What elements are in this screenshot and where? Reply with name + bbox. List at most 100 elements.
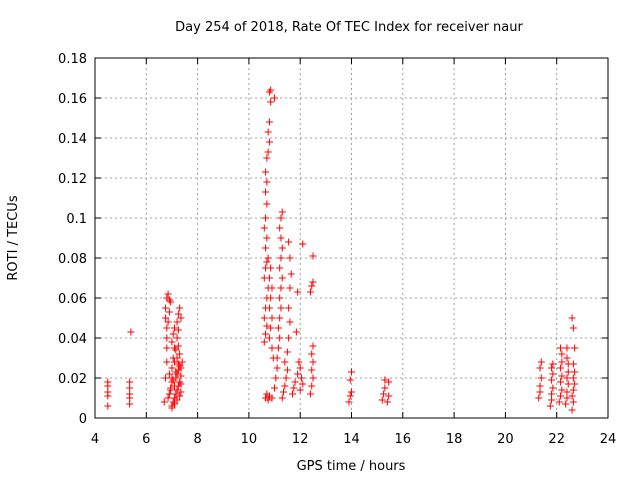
data-point [536, 388, 544, 396]
data-point [276, 334, 284, 342]
data-point [173, 354, 181, 362]
data-point [380, 390, 388, 398]
data-point [262, 244, 270, 252]
x-tick-label: 8 [193, 432, 201, 447]
data-point [381, 384, 389, 392]
data-point [345, 398, 353, 406]
data-point [348, 388, 355, 396]
data-point [168, 364, 176, 372]
data-point [292, 328, 300, 336]
data-point [267, 98, 275, 106]
data-point [286, 318, 294, 326]
data-point [277, 214, 285, 222]
data-point [160, 398, 168, 406]
data-point [558, 358, 566, 366]
x-tick-label: 10 [241, 432, 258, 447]
data-point [276, 224, 284, 232]
data-point [263, 200, 271, 208]
data-point [282, 374, 290, 382]
x-tick-label: 18 [446, 432, 463, 447]
x-tick-label: 16 [395, 432, 412, 447]
data-point [264, 396, 272, 404]
data-point [289, 390, 297, 398]
x-tick-label: 14 [343, 432, 360, 447]
data-point [383, 398, 391, 406]
data-point [177, 388, 185, 396]
data-point [260, 338, 268, 346]
data-point [306, 390, 314, 398]
data-point [265, 118, 273, 126]
y-tick-label: 0.1 [66, 212, 87, 227]
data-point [297, 374, 305, 382]
data-point [263, 178, 271, 186]
data-point [569, 324, 577, 332]
data-point [168, 374, 176, 382]
data-point [381, 376, 389, 384]
data-point [558, 372, 566, 380]
data-point [563, 388, 571, 396]
data-point [264, 254, 272, 262]
data-point [126, 378, 134, 386]
x-tick-label: 20 [497, 432, 514, 447]
data-point [174, 342, 182, 350]
chart-title: Day 254 of 2018, Rate Of TEC Index for r… [175, 20, 523, 35]
data-point [309, 358, 317, 366]
data-point [291, 378, 299, 386]
data-point [557, 378, 565, 386]
data-point [309, 278, 317, 286]
data-point [281, 382, 289, 390]
data-point [296, 364, 304, 372]
data-point [558, 386, 566, 394]
data-point [564, 380, 572, 388]
data-point [309, 342, 317, 350]
y-tick-label: 0 [79, 412, 87, 427]
data-point [264, 128, 272, 136]
data-point [265, 274, 273, 282]
data-point [296, 386, 304, 394]
data-point [571, 344, 579, 352]
data-point [277, 304, 285, 312]
axes: 4 6 8 10 12 14 16 18 20 22 24 0 0.02 0.04 0.06 0.08 0.1 0… [58, 52, 616, 447]
data-point [271, 94, 279, 102]
data-point [290, 384, 298, 392]
data-point [278, 394, 286, 402]
data-point [172, 346, 180, 354]
data-point [262, 330, 270, 338]
data-point [278, 208, 286, 216]
data-point [174, 360, 182, 368]
data-point [274, 324, 282, 332]
data-point [163, 334, 171, 342]
x-tick-label: 12 [292, 432, 309, 447]
data-point [569, 398, 577, 406]
data-point [562, 400, 570, 408]
data-point [563, 344, 571, 352]
data-point [306, 288, 314, 296]
data-point [174, 326, 182, 334]
y-axis-label: ROTI / TECUs [6, 195, 21, 280]
data-point [268, 394, 276, 402]
data-point [535, 394, 543, 402]
data-point [280, 388, 288, 396]
data-point [294, 370, 302, 378]
data-point [267, 294, 275, 302]
data-point [265, 334, 273, 342]
data-point [548, 396, 556, 404]
data-point [162, 314, 170, 322]
x-tick-label: 6 [142, 432, 150, 447]
data-point [165, 308, 173, 316]
data-point [163, 344, 171, 352]
data-point [287, 270, 295, 278]
data-point [299, 240, 307, 248]
grid-lines [95, 58, 608, 418]
x-axis-label: GPS time / hours [297, 459, 406, 474]
data-point [171, 400, 179, 408]
y-tick-label: 0.16 [58, 92, 87, 107]
data-point [555, 398, 563, 406]
data-point [571, 380, 579, 388]
data-point [346, 392, 354, 400]
data-point [283, 348, 291, 356]
data-point [164, 394, 172, 402]
data-point [536, 364, 544, 372]
data-point [295, 358, 303, 366]
data-point [176, 392, 184, 400]
